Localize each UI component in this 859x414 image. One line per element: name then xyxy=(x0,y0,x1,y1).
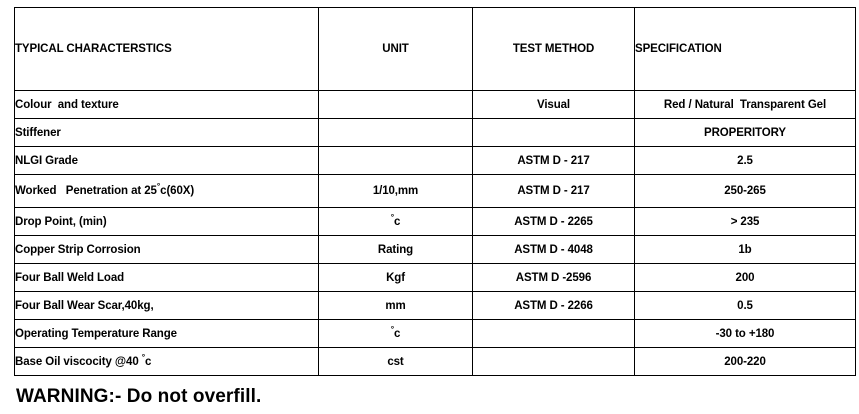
degree-symbol: ° xyxy=(390,323,394,334)
specification-table: TYPICAL CHARACTERSTICS UNIT TEST METHOD … xyxy=(14,7,856,376)
cell-specification: 2.5 xyxy=(634,146,856,175)
table-row: Colour and texture Visual Red / Natural … xyxy=(14,90,856,119)
cell-specification: 0.5 xyxy=(634,291,856,320)
table-row: Drop Point, (min) °c ASTM D - 2265 > 235 xyxy=(14,207,856,236)
header-cell-test-method: TEST METHOD xyxy=(472,7,635,91)
cell-specification: 250-265 xyxy=(634,174,856,208)
cell-specification: -30 to +180 xyxy=(634,319,856,348)
cell-characteristic: Worked Penetration at 25°c(60X) xyxy=(14,174,319,208)
warning-notice: WARNING:- Do not overfill. xyxy=(16,386,262,407)
cell-test-method xyxy=(472,347,635,376)
cell-unit: Kgf xyxy=(318,263,473,292)
header-cell-specification: SPECIFICATION xyxy=(634,7,856,91)
cell-characteristic: Four Ball Wear Scar,40kg, xyxy=(14,291,319,320)
cell-unit: cst xyxy=(318,347,473,376)
cell-test-method: ASTM D - 2265 xyxy=(472,207,635,236)
cell-specification: 1b xyxy=(634,235,856,264)
cell-specification: > 235 xyxy=(634,207,856,236)
cell-specification: PROPERITORY xyxy=(634,118,856,147)
cell-test-method xyxy=(472,319,635,348)
cell-characteristic: Colour and texture xyxy=(14,90,319,119)
cell-unit xyxy=(318,146,473,175)
cell-characteristic: Drop Point, (min) xyxy=(14,207,319,236)
cell-test-method: Visual xyxy=(472,90,635,119)
table-body: TYPICAL CHARACTERSTICS UNIT TEST METHOD … xyxy=(14,7,856,376)
cell-characteristic: NLGI Grade xyxy=(14,146,319,175)
table-row: Four Ball Weld Load Kgf ASTM D -2596 200 xyxy=(14,263,856,292)
cell-specification: Red / Natural Transparent Gel xyxy=(634,90,856,119)
cell-characteristic: Base Oil viscocity @40 °c xyxy=(14,347,319,376)
table-header-row: TYPICAL CHARACTERSTICS UNIT TEST METHOD … xyxy=(14,7,856,91)
table-row: Stiffener PROPERITORY xyxy=(14,118,856,147)
degree-symbol: ° xyxy=(156,181,161,192)
header-cell-unit: UNIT xyxy=(318,7,473,91)
cell-specification: 200-220 xyxy=(634,347,856,376)
table-row: Worked Penetration at 25°c(60X) 1/10,mm … xyxy=(14,174,856,208)
cell-unit xyxy=(318,90,473,119)
cell-specification: 200 xyxy=(634,263,856,292)
cell-unit xyxy=(318,118,473,147)
table-row: NLGI Grade ASTM D - 217 2.5 xyxy=(14,146,856,175)
cell-test-method: ASTM D - 2266 xyxy=(472,291,635,320)
table-row: Operating Temperature Range °c -30 to +1… xyxy=(14,319,856,348)
cell-test-method: ASTM D - 4048 xyxy=(472,235,635,264)
cell-characteristic: Stiffener xyxy=(14,118,319,147)
degree-symbol: ° xyxy=(390,211,394,222)
table-row: Base Oil viscocity @40 °c cst 200-220 xyxy=(14,347,856,376)
degree-symbol: ° xyxy=(141,351,146,362)
cell-test-method: ASTM D - 217 xyxy=(472,146,635,175)
cell-unit: Rating xyxy=(318,235,473,264)
cell-unit: °c xyxy=(318,319,473,348)
cell-test-method: ASTM D -2596 xyxy=(472,263,635,292)
table-row: Four Ball Wear Scar,40kg, mm ASTM D - 22… xyxy=(14,291,856,320)
cell-unit: 1/10,mm xyxy=(318,174,473,208)
cell-characteristic: Operating Temperature Range xyxy=(14,319,319,348)
table-row: Copper Strip Corrosion Rating ASTM D - 4… xyxy=(14,235,856,264)
header-cell-characteristics: TYPICAL CHARACTERSTICS xyxy=(14,7,319,91)
cell-unit: °c xyxy=(318,207,473,236)
cell-test-method xyxy=(472,118,635,147)
cell-characteristic: Four Ball Weld Load xyxy=(14,263,319,292)
cell-unit: mm xyxy=(318,291,473,320)
cell-characteristic: Copper Strip Corrosion xyxy=(14,235,319,264)
cell-test-method: ASTM D - 217 xyxy=(472,174,635,208)
